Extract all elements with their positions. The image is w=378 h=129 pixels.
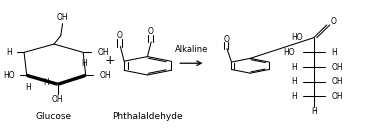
Text: OH: OH	[98, 48, 109, 57]
Text: OH: OH	[57, 13, 68, 22]
Text: H: H	[26, 83, 31, 92]
Text: H: H	[311, 107, 317, 116]
Text: +: +	[105, 54, 115, 67]
Text: H: H	[291, 92, 297, 101]
Text: HO: HO	[284, 48, 295, 57]
Text: H: H	[291, 63, 297, 72]
Text: OH: OH	[332, 77, 343, 86]
Text: O: O	[117, 31, 122, 40]
Text: H: H	[291, 77, 297, 86]
Text: Phthalaldehyde: Phthalaldehyde	[112, 112, 183, 121]
Text: HO: HO	[292, 33, 303, 42]
Text: H: H	[81, 59, 87, 68]
Text: O: O	[330, 17, 336, 26]
Text: H: H	[332, 48, 338, 57]
Text: O: O	[223, 35, 229, 44]
Text: Alkaline: Alkaline	[175, 45, 208, 54]
Text: HO: HO	[3, 71, 15, 80]
Text: Glucose: Glucose	[36, 112, 72, 121]
Text: OH: OH	[332, 63, 343, 72]
Text: OH: OH	[52, 95, 64, 104]
Text: H: H	[43, 78, 50, 87]
Text: OH: OH	[332, 92, 343, 101]
Text: H: H	[6, 48, 12, 57]
Text: O: O	[147, 27, 153, 36]
Text: OH: OH	[100, 71, 112, 80]
